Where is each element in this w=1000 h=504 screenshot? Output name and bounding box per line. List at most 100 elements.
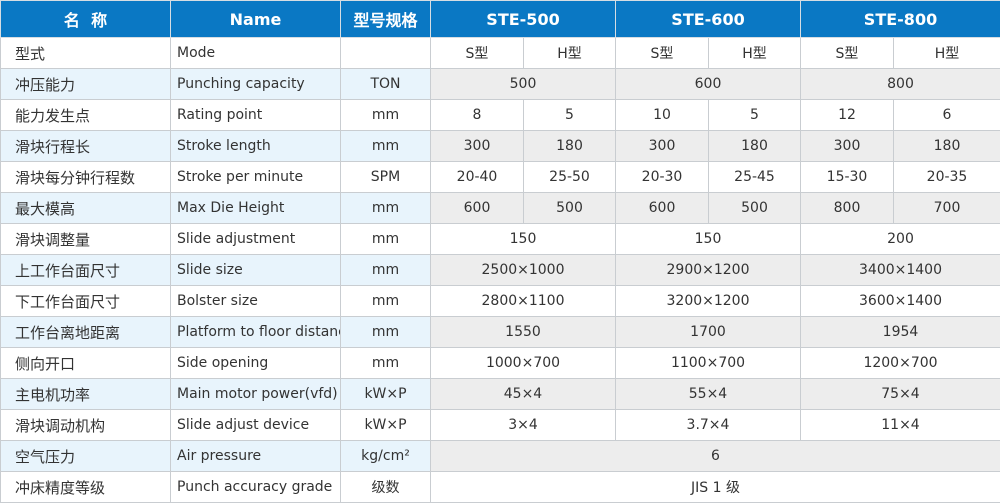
value-cell: 300 [430, 130, 524, 162]
value-cell: 700 [893, 192, 1000, 224]
value-cell: 20-30 [615, 161, 709, 193]
param-en-name: Slide size [170, 254, 341, 286]
value-cell: 800 [800, 68, 1000, 100]
value-cell: 600 [430, 192, 524, 224]
value-cell: S型 [615, 37, 709, 69]
value-cell: 500 [430, 68, 616, 100]
param-unit: mm [340, 130, 431, 162]
value-cell: H型 [523, 37, 616, 69]
value-cell: 12 [800, 99, 894, 131]
param-cn-name: 冲压能力 [0, 68, 171, 100]
value-cell: 500 [523, 192, 616, 224]
value-cell: S型 [430, 37, 524, 69]
table-row: 侧向开口 Side opening mm 1000×700 1100×700 1200×7… [0, 347, 1000, 379]
header-cn-name: 名 称 [0, 0, 171, 38]
param-unit: SPM [340, 161, 431, 193]
param-cn-name: 下工作台面尺寸 [0, 285, 171, 317]
param-en-name: Punch accuracy grade [170, 471, 341, 503]
param-cn-name: 空气压力 [0, 440, 171, 472]
param-cn-name: 最大模高 [0, 192, 171, 224]
param-unit: mm [340, 223, 431, 255]
param-unit: kg/cm² [340, 440, 431, 472]
value-cell: 45×4 [430, 378, 616, 410]
value-cell: 1000×700 [430, 347, 616, 379]
value-cell: 6 [430, 440, 1000, 472]
param-unit: mm [340, 347, 431, 379]
param-en-name: Platform to floor distance [170, 316, 341, 348]
value-cell: 180 [523, 130, 616, 162]
table-row: 滑块调动机构 Slide adjust device kW×P 3×4 3.7×4 11×… [0, 409, 1000, 441]
param-cn-name: 冲床精度等级 [0, 471, 171, 503]
value-cell: 150 [430, 223, 616, 255]
param-cn-name: 滑块调动机构 [0, 409, 171, 441]
param-unit: kW×P [340, 378, 431, 410]
param-en-name: Max Die Height [170, 192, 341, 224]
param-en-name: Slide adjustment [170, 223, 341, 255]
value-cell: 500 [708, 192, 801, 224]
value-cell: 180 [708, 130, 801, 162]
table-row: 型式 Mode S型 H型 S型 H型 S型 H型 [0, 37, 1000, 69]
param-en-name: Stroke per minute [170, 161, 341, 193]
value-cell: 180 [893, 130, 1000, 162]
value-cell: 300 [800, 130, 894, 162]
value-cell: 5 [708, 99, 801, 131]
param-cn-name: 滑块每分钟行程数 [0, 161, 171, 193]
value-cell: 20-35 [893, 161, 1000, 193]
param-unit: mm [340, 316, 431, 348]
value-cell: H型 [708, 37, 801, 69]
value-cell: S型 [800, 37, 894, 69]
value-cell: 10 [615, 99, 709, 131]
value-cell: 2800×1100 [430, 285, 616, 317]
param-unit: mm [340, 99, 431, 131]
value-cell: 6 [893, 99, 1000, 131]
param-unit: mm [340, 192, 431, 224]
value-cell: 1954 [800, 316, 1000, 348]
value-cell: 2500×1000 [430, 254, 616, 286]
value-cell: 3400×1400 [800, 254, 1000, 286]
header-model-ste600: STE-600 [615, 0, 801, 38]
value-cell: 1100×700 [615, 347, 801, 379]
table-row: 滑块行程长 Stroke length mm 300 180 300 180 300 180 [0, 130, 1000, 162]
value-cell: 8 [430, 99, 524, 131]
value-cell: 3.7×4 [615, 409, 801, 441]
value-cell: 600 [615, 192, 709, 224]
param-cn-name: 侧向开口 [0, 347, 171, 379]
table-row: 主电机功率 Main motor power(vfd) kW×P 45×4 55×4 75… [0, 378, 1000, 410]
value-cell: 11×4 [800, 409, 1000, 441]
value-cell: 25-45 [708, 161, 801, 193]
param-cn-name: 滑块行程长 [0, 130, 171, 162]
table-row: 工作台离地距离 Platform to floor distance mm 1550 1… [0, 316, 1000, 348]
param-unit [340, 37, 431, 69]
param-cn-name: 型式 [0, 37, 171, 69]
param-en-name: Side opening [170, 347, 341, 379]
value-cell: 3200×1200 [615, 285, 801, 317]
param-cn-name: 主电机功率 [0, 378, 171, 410]
param-en-name: Bolster size [170, 285, 341, 317]
value-cell: 200 [800, 223, 1000, 255]
header-model-ste500: STE-500 [430, 0, 616, 38]
value-cell: 5 [523, 99, 616, 131]
table-row: 空气压力 Air pressure kg/cm² 6 [0, 440, 1000, 472]
value-cell: 3×4 [430, 409, 616, 441]
table-row: 能力发生点 Rating point mm 8 5 10 5 12 6 [0, 99, 1000, 131]
param-unit: mm [340, 254, 431, 286]
param-unit: kW×P [340, 409, 431, 441]
param-en-name: Mode [170, 37, 341, 69]
header-model-ste800: STE-800 [800, 0, 1000, 38]
table-row: 上工作台面尺寸 Slide size mm 2500×1000 2900×1200 340… [0, 254, 1000, 286]
value-cell: 2900×1200 [615, 254, 801, 286]
value-cell: 75×4 [800, 378, 1000, 410]
header-en-name: Name [170, 0, 341, 38]
value-cell: 25-50 [523, 161, 616, 193]
value-cell: 1700 [615, 316, 801, 348]
param-en-name: Punching capacity [170, 68, 341, 100]
header-row: 名 称 Name 型号规格 STE-500 STE-600 STE-800 [0, 0, 1000, 38]
param-cn-name: 能力发生点 [0, 99, 171, 131]
header-unit: 型号规格 [340, 0, 431, 38]
param-cn-name: 滑块调整量 [0, 223, 171, 255]
param-cn-name: 工作台离地距离 [0, 316, 171, 348]
table-row: 冲压能力 Punching capacity TON 500 600 800 [0, 68, 1000, 100]
table-row: 滑块调整量 Slide adjustment mm 150 150 200 [0, 223, 1000, 255]
param-en-name: Stroke length [170, 130, 341, 162]
